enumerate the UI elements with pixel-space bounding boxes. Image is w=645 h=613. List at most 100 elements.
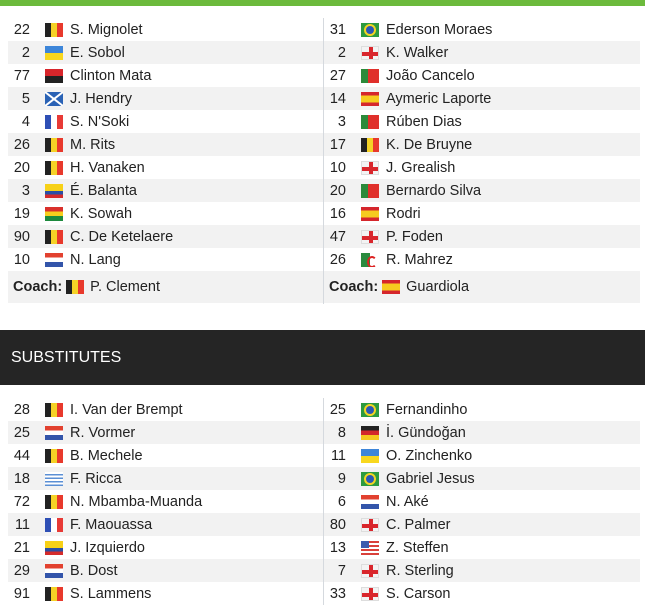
player-row: 44 B. Mechele [8, 444, 323, 467]
player-name[interactable]: João Cancelo [386, 67, 475, 84]
shirt-number: 77 [13, 67, 30, 84]
player-row: 72 N. Mbamba-Muanda [8, 490, 323, 513]
france-flag-icon [45, 114, 63, 129]
player-name[interactable]: É. Balanta [70, 182, 137, 199]
player-name[interactable]: R. Mahrez [386, 251, 453, 268]
player-name[interactable]: C. Palmer [386, 516, 451, 533]
player-row: 16 Rodri [324, 202, 640, 225]
england-flag-icon [361, 517, 379, 532]
belgium-flag-icon [45, 448, 63, 463]
spain-flag-icon [361, 91, 379, 106]
player-name[interactable]: J. Grealish [386, 159, 456, 176]
player-name[interactable]: N. Lang [70, 251, 121, 268]
player-row: 2 E. Sobol [8, 41, 323, 64]
player-row: 18 F. Ricca [8, 467, 323, 490]
belgium-flag-icon [45, 229, 63, 244]
player-row: 17 K. De Bruyne [324, 133, 640, 156]
coach-name[interactable]: Guardiola [406, 279, 470, 295]
player-name[interactable]: B. Dost [70, 562, 118, 579]
player-name[interactable]: H. Vanaken [70, 159, 145, 176]
england-flag-icon [361, 229, 379, 244]
player-row: 33 S. Carson [324, 582, 640, 605]
shirt-number: 21 [13, 539, 30, 556]
player-name[interactable]: Gabriel Jesus [386, 470, 475, 487]
away-coach: Coach: Guardiola [324, 271, 640, 303]
player-row: 26 R. Mahrez [324, 248, 640, 271]
player-name[interactable]: N. Mbamba-Muanda [70, 493, 203, 510]
shirt-number: 5 [21, 90, 30, 107]
shirt-number: 20 [329, 182, 346, 199]
player-row: 27 João Cancelo [324, 64, 640, 87]
shirt-number: 26 [329, 251, 346, 268]
shirt-number: 90 [13, 228, 30, 245]
spain-flag-icon [361, 206, 379, 221]
shirt-number: 9 [337, 470, 346, 487]
coach-name[interactable]: P. Clement [90, 279, 161, 295]
player-name[interactable]: Rúben Dias [386, 113, 462, 130]
player-name[interactable]: S. Lammens [70, 585, 152, 602]
player-name[interactable]: K. Walker [386, 44, 449, 61]
shirt-number: 47 [329, 228, 346, 245]
player-row: 25 R. Vormer [8, 421, 323, 444]
player-name[interactable]: Clinton Mata [70, 67, 152, 84]
coach-label: Coach: [329, 279, 379, 295]
player-row: 26 M. Rits [8, 133, 323, 156]
player-name[interactable]: E. Sobol [70, 44, 125, 61]
england-flag-icon [361, 563, 379, 578]
shirt-number: 33 [329, 585, 346, 602]
player-name[interactable]: K. De Bruyne [386, 136, 473, 153]
netherlands-flag-icon [45, 425, 63, 440]
colombia-flag-icon [45, 540, 63, 555]
player-row: 8 İ. Gündoğan [324, 421, 640, 444]
netherlands-flag-icon [361, 494, 379, 509]
player-name[interactable]: Rodri [386, 205, 421, 222]
player-name[interactable]: Aymeric Laporte [386, 90, 492, 107]
player-name[interactable]: Bernardo Silva [386, 182, 482, 199]
player-name[interactable]: C. De Ketelaere [70, 228, 174, 245]
player-name[interactable]: Z. Steffen [386, 539, 449, 556]
player-name[interactable]: Ederson Moraes [386, 21, 493, 38]
player-name[interactable]: R. Sterling [386, 562, 454, 579]
shirt-number: 44 [13, 447, 30, 464]
shirt-number: 22 [13, 21, 30, 38]
belgium-flag-icon [66, 280, 85, 294]
ghana-flag-icon [45, 206, 63, 221]
player-name[interactable]: O. Zinchenko [386, 447, 473, 464]
player-name[interactable]: S. Carson [386, 585, 451, 602]
player-row: 4 S. N'Soki [8, 110, 323, 133]
player-name[interactable]: N. Aké [386, 493, 429, 510]
england-flag-icon [361, 45, 379, 60]
shirt-number: 20 [13, 159, 30, 176]
player-name[interactable]: Fernandinho [386, 401, 468, 418]
player-name[interactable]: İ. Gündoğan [386, 424, 466, 441]
player-row: 29 B. Dost [8, 559, 323, 582]
player-row: 28 I. Van der Brempt [8, 398, 323, 421]
player-name[interactable]: P. Foden [386, 228, 443, 245]
shirt-number: 11 [14, 516, 30, 533]
player-name[interactable]: J. Hendry [70, 90, 133, 107]
player-name[interactable]: B. Mechele [70, 447, 143, 464]
player-row: 10 N. Lang [8, 248, 323, 271]
ukraine-flag-icon [361, 448, 379, 463]
colombia-flag-icon [45, 183, 63, 198]
player-name[interactable]: I. Van der Brempt [70, 401, 183, 418]
france-flag-icon [45, 517, 63, 532]
portugal-flag-icon [361, 68, 379, 83]
player-name[interactable]: F. Maouassa [70, 516, 153, 533]
player-name[interactable]: J. Izquierdo [70, 539, 145, 556]
player-row: 22 S. Mignolet [8, 18, 323, 41]
top-accent-bar [0, 0, 645, 6]
player-name[interactable]: K. Sowah [70, 205, 133, 222]
scotland-flag-icon [45, 91, 63, 106]
player-name[interactable]: M. Rits [70, 136, 116, 153]
shirt-number: 11 [330, 447, 346, 464]
player-name[interactable]: R. Vormer [70, 424, 136, 441]
player-name[interactable]: S. N'Soki [70, 113, 130, 130]
brazil-flag-icon [361, 22, 379, 37]
player-name[interactable]: F. Ricca [70, 470, 122, 487]
algeria-flag-icon [361, 252, 379, 267]
player-row: 6 N. Aké [324, 490, 640, 513]
portugal-flag-icon [361, 114, 379, 129]
player-name[interactable]: S. Mignolet [70, 21, 143, 38]
shirt-number: 25 [329, 401, 346, 418]
